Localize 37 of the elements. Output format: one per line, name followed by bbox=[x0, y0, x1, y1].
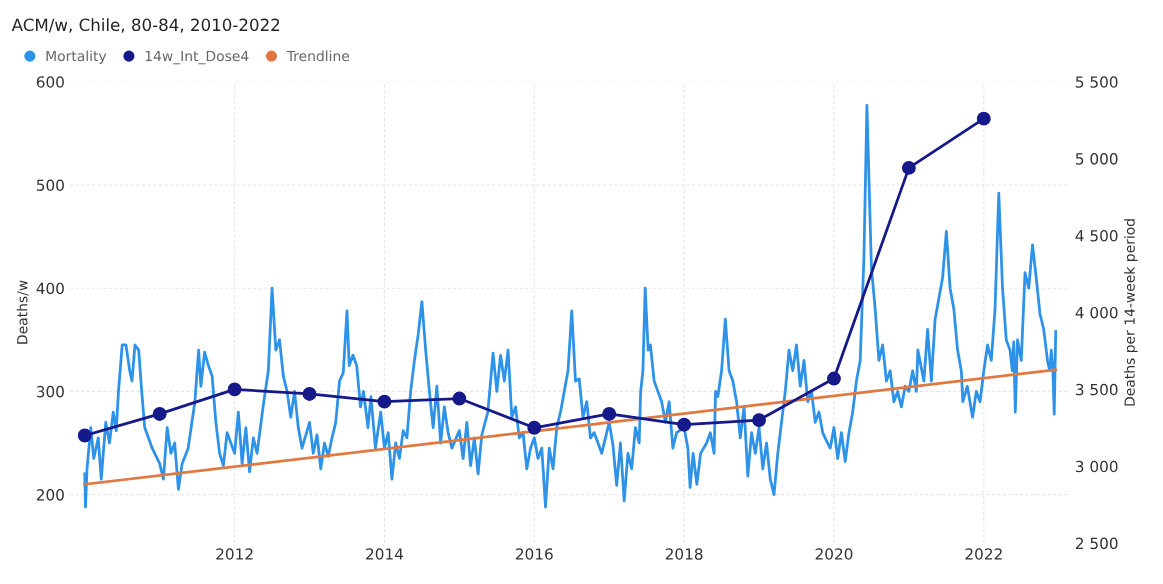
legend-label: 14w_Int_Dose4 bbox=[145, 50, 249, 65]
point bbox=[602, 406, 617, 421]
point bbox=[827, 371, 841, 386]
x-tick-label: 2022 bbox=[965, 548, 1002, 560]
y2-axis-title: Deaths per 14-week period bbox=[1124, 219, 1138, 406]
point bbox=[901, 160, 916, 175]
x-tick-label: 2014 bbox=[366, 548, 404, 560]
y-tick-label: 300 bbox=[36, 385, 64, 398]
x-tick-label: 2018 bbox=[665, 548, 703, 560]
point bbox=[527, 420, 542, 435]
point bbox=[976, 111, 991, 126]
y-axis-title: Deaths/w bbox=[16, 280, 29, 344]
y-tick-label: 200 bbox=[36, 489, 64, 501]
chart-title: ACM/w, Chile, 80-84, 2010-2022 bbox=[11, 18, 280, 33]
y2-tick-label: 2 500 bbox=[1075, 537, 1118, 550]
x-tick-label: 2012 bbox=[216, 548, 253, 560]
point bbox=[452, 391, 467, 406]
point bbox=[302, 387, 317, 401]
y2-tick-label: 4 500 bbox=[1075, 230, 1118, 242]
y-tick-label: 400 bbox=[36, 282, 64, 295]
legend-label: Trendline bbox=[286, 50, 350, 62]
y-tick-label: 500 bbox=[36, 179, 64, 191]
x-tick-label: 2020 bbox=[815, 548, 853, 560]
y2-tick-label: 5 000 bbox=[1076, 153, 1118, 165]
y2-tick-label: 5 500 bbox=[1076, 76, 1118, 88]
x-tick-label: 2016 bbox=[515, 548, 553, 560]
y2-tick-label: 3 000 bbox=[1075, 460, 1118, 473]
point bbox=[377, 394, 392, 409]
legend-label: Mortality bbox=[46, 50, 107, 64]
y2-tick-label: 3 500 bbox=[1075, 383, 1118, 396]
y-tick-label: 600 bbox=[36, 76, 64, 88]
point bbox=[227, 382, 242, 397]
point bbox=[677, 417, 692, 432]
point bbox=[752, 413, 766, 428]
point bbox=[152, 406, 167, 421]
y2-tick-label: 4 000 bbox=[1075, 306, 1118, 319]
point bbox=[77, 428, 92, 443]
